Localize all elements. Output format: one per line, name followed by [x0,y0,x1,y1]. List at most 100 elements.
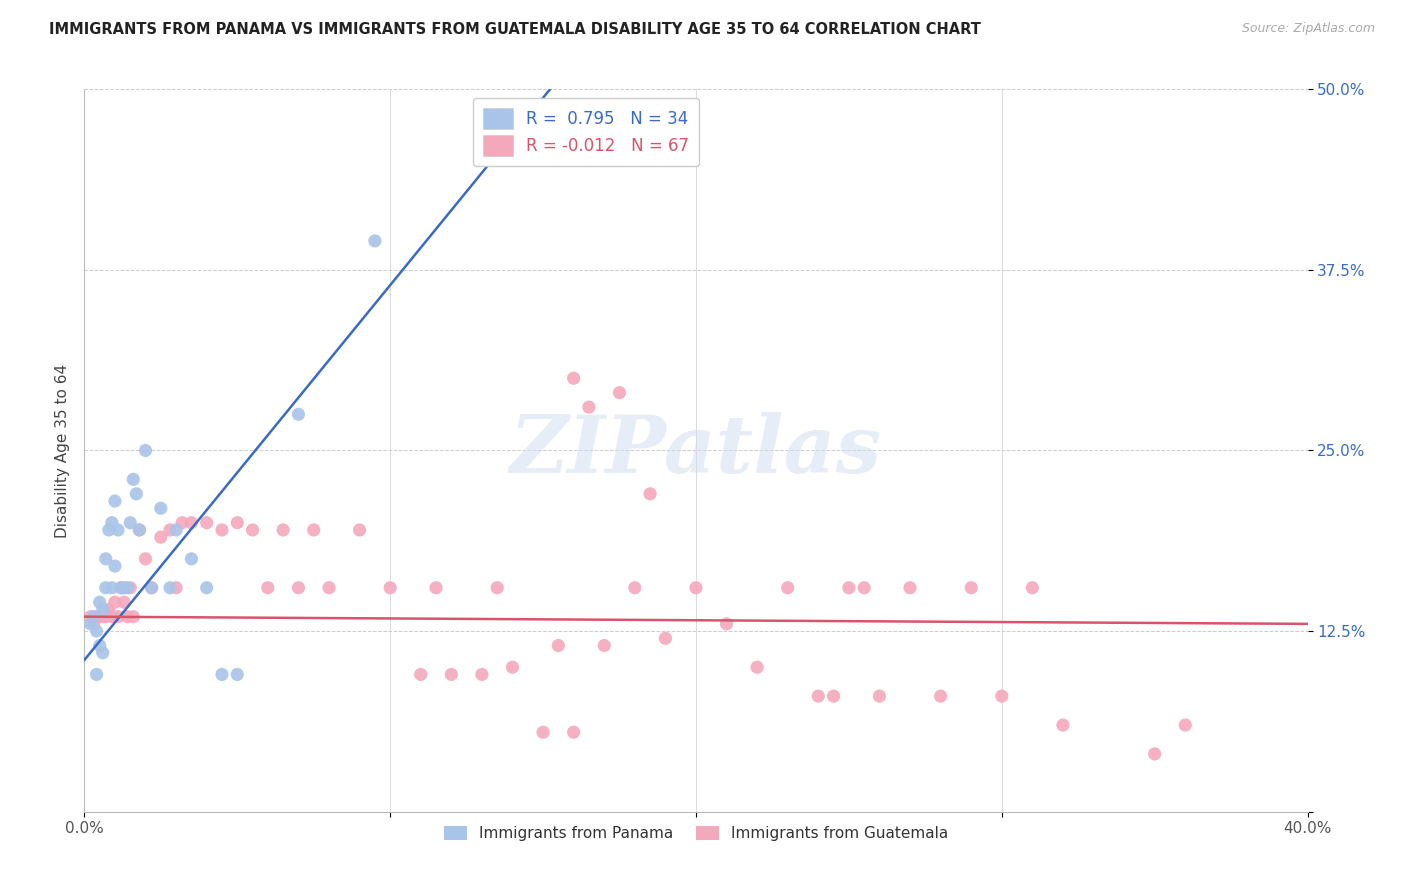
Point [1174,718,1197,732]
Point [86,624,108,639]
Point [149,501,172,516]
Point [180,551,202,566]
Point [112,581,135,595]
Point [115,581,138,595]
Text: IMMIGRANTS FROM PANAMA VS IMMIGRANTS FROM GUATEMALA DISABILITY AGE 35 TO 64 CORR: IMMIGRANTS FROM PANAMA VS IMMIGRANTS FRO… [49,22,981,37]
Point [104,494,127,508]
Text: ZIPatlas: ZIPatlas [510,412,882,489]
Point [112,595,135,609]
Point [991,689,1014,703]
Point [869,689,891,703]
Point [89,595,111,609]
Point [716,616,738,631]
Point [776,581,799,595]
Point [141,581,163,595]
Point [578,400,600,414]
Point [101,581,124,595]
Point [149,530,172,544]
Point [101,516,124,530]
Point [97,523,120,537]
Point [110,581,132,595]
Point [89,609,111,624]
Point [110,581,132,595]
Point [86,667,108,681]
Point [79,609,101,624]
Point [823,689,845,703]
Point [242,523,264,537]
Point [257,581,280,595]
Point [107,523,129,537]
Point [165,581,187,595]
Point [211,523,233,537]
Point [94,581,117,595]
Point [91,609,114,624]
Point [115,609,138,624]
Point [547,639,569,653]
Point [91,602,114,616]
Point [180,516,202,530]
Legend: Immigrants from Panama, Immigrants from Guatemala: Immigrants from Panama, Immigrants from … [437,820,955,847]
Point [807,689,830,703]
Point [562,371,585,385]
Point [349,523,371,537]
Point [1052,718,1074,732]
Point [318,581,340,595]
Y-axis label: Disability Age 35 to 64: Disability Age 35 to 64 [55,363,70,538]
Point [747,660,769,674]
Point [159,581,181,595]
Point [120,581,142,595]
Point [141,581,163,595]
Point [125,487,148,501]
Point [104,595,127,609]
Point [172,516,194,530]
Point [898,581,921,595]
Point [79,616,101,631]
Point [960,581,983,595]
Point [83,616,105,631]
Point [1021,581,1043,595]
Point [104,559,127,574]
Point [101,609,124,624]
Point [211,667,233,681]
Point [562,725,585,739]
Point [593,639,616,653]
Point [287,407,309,421]
Point [380,581,402,595]
Point [531,725,554,739]
Point [135,551,157,566]
Point [838,581,860,595]
Point [107,609,129,624]
Point [425,581,447,595]
Point [128,523,150,537]
Point [609,385,631,400]
Point [364,234,387,248]
Point [440,667,463,681]
Point [409,667,432,681]
Point [654,632,676,646]
Point [128,523,150,537]
Point [159,523,181,537]
Point [165,523,187,537]
Point [97,602,120,616]
Point [94,609,117,624]
Point [929,689,952,703]
Point [502,660,524,674]
Point [685,581,707,595]
Point [287,581,309,595]
Point [195,516,218,530]
Point [122,472,145,486]
Point [120,516,142,530]
Point [86,609,108,624]
Point [471,667,494,681]
Point [624,581,647,595]
Text: Source: ZipAtlas.com: Source: ZipAtlas.com [1241,22,1375,36]
Point [91,646,114,660]
Point [122,609,145,624]
Point [302,523,325,537]
Point [271,523,294,537]
Point [486,581,509,595]
Point [226,667,249,681]
Point [94,551,117,566]
Point [226,516,249,530]
Point [853,581,876,595]
